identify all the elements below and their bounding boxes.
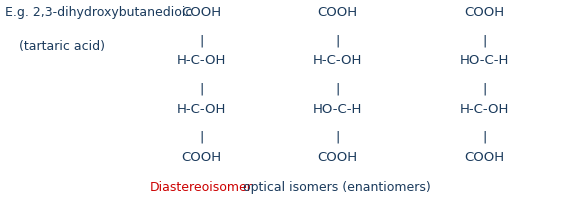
Text: COOH: COOH [318, 6, 357, 19]
Text: Diastereoisomer: Diastereoisomer [150, 180, 253, 193]
Text: |: | [199, 34, 204, 47]
Text: COOH: COOH [181, 6, 221, 19]
Text: H-C-OH: H-C-OH [176, 54, 226, 67]
Text: E.g. 2,3-dihydroxybutanedioic: E.g. 2,3-dihydroxybutanedioic [5, 6, 192, 19]
Text: H-C-OH: H-C-OH [176, 102, 226, 115]
Text: (tartaric acid): (tartaric acid) [19, 40, 105, 53]
Text: |: | [483, 82, 487, 95]
Text: |: | [483, 34, 487, 47]
Text: H-C-OH: H-C-OH [460, 102, 510, 115]
Text: COOH: COOH [318, 150, 357, 163]
Text: |: | [335, 82, 340, 95]
Text: optical isomers (enantiomers): optical isomers (enantiomers) [243, 180, 431, 193]
Text: |: | [335, 34, 340, 47]
Text: |: | [483, 130, 487, 143]
Text: HO-C-H: HO-C-H [460, 54, 510, 67]
Text: |: | [335, 130, 340, 143]
Text: COOH: COOH [465, 150, 505, 163]
Text: H-C-OH: H-C-OH [312, 54, 362, 67]
Text: COOH: COOH [465, 6, 505, 19]
Text: HO-C-H: HO-C-H [312, 102, 362, 115]
Text: |: | [199, 82, 204, 95]
Text: COOH: COOH [181, 150, 221, 163]
Text: |: | [199, 130, 204, 143]
